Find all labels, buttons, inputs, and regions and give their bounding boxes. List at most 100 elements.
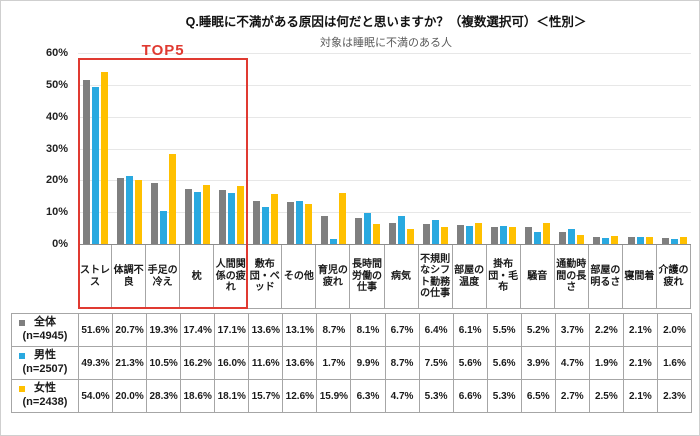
category-label: ストレス [78, 245, 113, 308]
value-cell: 2.5% [589, 380, 624, 413]
bar-group [351, 53, 385, 244]
value-cell: 7.5% [419, 347, 454, 380]
series-name: 男性 [34, 349, 56, 362]
value-cell: 1.9% [589, 347, 624, 380]
y-tick-label: 40% [45, 110, 68, 123]
bar-male [500, 226, 508, 244]
category-label: 手足の冷え [146, 245, 181, 308]
y-tick-label: 60% [45, 47, 68, 59]
bar-overall [661, 237, 669, 244]
value-cell: 5.5% [487, 314, 522, 347]
gridline [78, 116, 691, 118]
value-cell: 8.7% [317, 314, 352, 347]
gridline [78, 180, 691, 182]
bar-female [611, 236, 619, 244]
bar-male [432, 220, 440, 244]
value-cell: 6.3% [351, 380, 386, 413]
category-label: 枕 [180, 245, 215, 308]
category-label: 長時間労働の仕事 [350, 245, 385, 308]
category-label: 敷布団・ベッド [248, 245, 283, 308]
bar-female [270, 194, 278, 244]
value-cell: 3.7% [555, 314, 590, 347]
bar-group [112, 53, 146, 244]
value-cell: 4.7% [555, 347, 590, 380]
legend-swatch-overall [19, 320, 25, 326]
value-cell: 17.4% [181, 314, 216, 347]
bar-female [338, 193, 346, 244]
category-label: 寝間着 [623, 245, 657, 308]
bar-female [475, 223, 483, 244]
bar-overall [559, 232, 567, 244]
value-cell: 6.6% [453, 380, 488, 413]
category-label: 騒音 [521, 245, 555, 308]
bar-overall [184, 188, 192, 244]
bar-female [509, 227, 517, 244]
series-n: (n=2438) [22, 396, 68, 408]
bar-female [407, 229, 415, 244]
category-label: 掛布団・毛布 [487, 245, 521, 308]
series-label: 男性 (n=2507) [12, 347, 79, 380]
bar-group [453, 53, 487, 244]
bar-male [636, 237, 644, 244]
bar-male [534, 231, 542, 244]
category-label: 通勤時間の長さ [555, 245, 589, 308]
value-cell: 49.3% [79, 347, 114, 380]
y-tick-label: 10% [45, 206, 68, 219]
bar-overall [423, 223, 431, 244]
value-cell: 6.7% [385, 314, 420, 347]
value-cell: 20.7% [113, 314, 148, 347]
bar-male [466, 226, 474, 244]
value-cell: 4.7% [385, 380, 420, 413]
value-cell: 20.0% [113, 380, 148, 413]
value-cell: 1.7% [317, 347, 352, 380]
value-cell: 17.1% [215, 314, 250, 347]
bar-group [487, 53, 521, 244]
bar-overall [116, 178, 124, 244]
value-cell: 18.6% [181, 380, 216, 413]
category-axis: ストレス 体調不良 手足の冷え枕人間関係の疲れ 敷布団・ベッド その他 育児の疲れ 長時間労… [78, 244, 691, 309]
bar-overall [82, 79, 90, 244]
value-cell: 6.4% [419, 314, 454, 347]
value-cell: 19.3% [147, 314, 182, 347]
bar-female [577, 235, 585, 244]
bar-group [316, 53, 350, 244]
value-cell: 5.6% [453, 347, 488, 380]
bar-male [568, 229, 576, 244]
bar-male [261, 207, 269, 244]
value-cell: 15.7% [249, 380, 284, 413]
category-label: 病気 [385, 245, 419, 308]
value-cell: 10.5% [147, 347, 182, 380]
value-cell: 16.2% [181, 347, 216, 380]
value-cell: 13.1% [283, 314, 318, 347]
series-label: 女性 (n=2438) [12, 380, 79, 413]
legend-swatch-female [19, 386, 25, 392]
bar-overall [389, 222, 397, 244]
bar-overall [491, 226, 499, 244]
bar-group [146, 53, 180, 244]
bar-male [398, 216, 406, 244]
value-cell: 8.1% [351, 314, 386, 347]
y-axis: 60% 50% 40% 30% 20% 10% 0% [1, 47, 73, 250]
bar-group [214, 53, 248, 244]
bar-group [657, 53, 691, 244]
category-label: 介護の疲れ [657, 245, 691, 308]
value-cell: 16.0% [215, 347, 250, 380]
series-label: 全体 (n=4945) [12, 314, 79, 347]
category-label: 部屋の明るさ [589, 245, 623, 308]
value-cell: 11.6% [249, 347, 284, 380]
value-cell: 13.6% [283, 347, 318, 380]
value-cell: 6.5% [521, 380, 556, 413]
value-cell: 2.0% [657, 314, 692, 347]
bar-group [555, 53, 589, 244]
category-label: 体調不良 [112, 245, 147, 308]
value-cell: 8.7% [385, 347, 420, 380]
bar-male [329, 238, 337, 244]
plot-area [78, 53, 691, 244]
bar-male [295, 200, 303, 244]
bar-male [159, 210, 167, 244]
bar-male [670, 238, 678, 244]
value-cell: 9.9% [351, 347, 386, 380]
value-cell: 5.3% [487, 380, 522, 413]
value-cell: 18.1% [215, 380, 250, 413]
value-cell: 21.3% [113, 347, 148, 380]
